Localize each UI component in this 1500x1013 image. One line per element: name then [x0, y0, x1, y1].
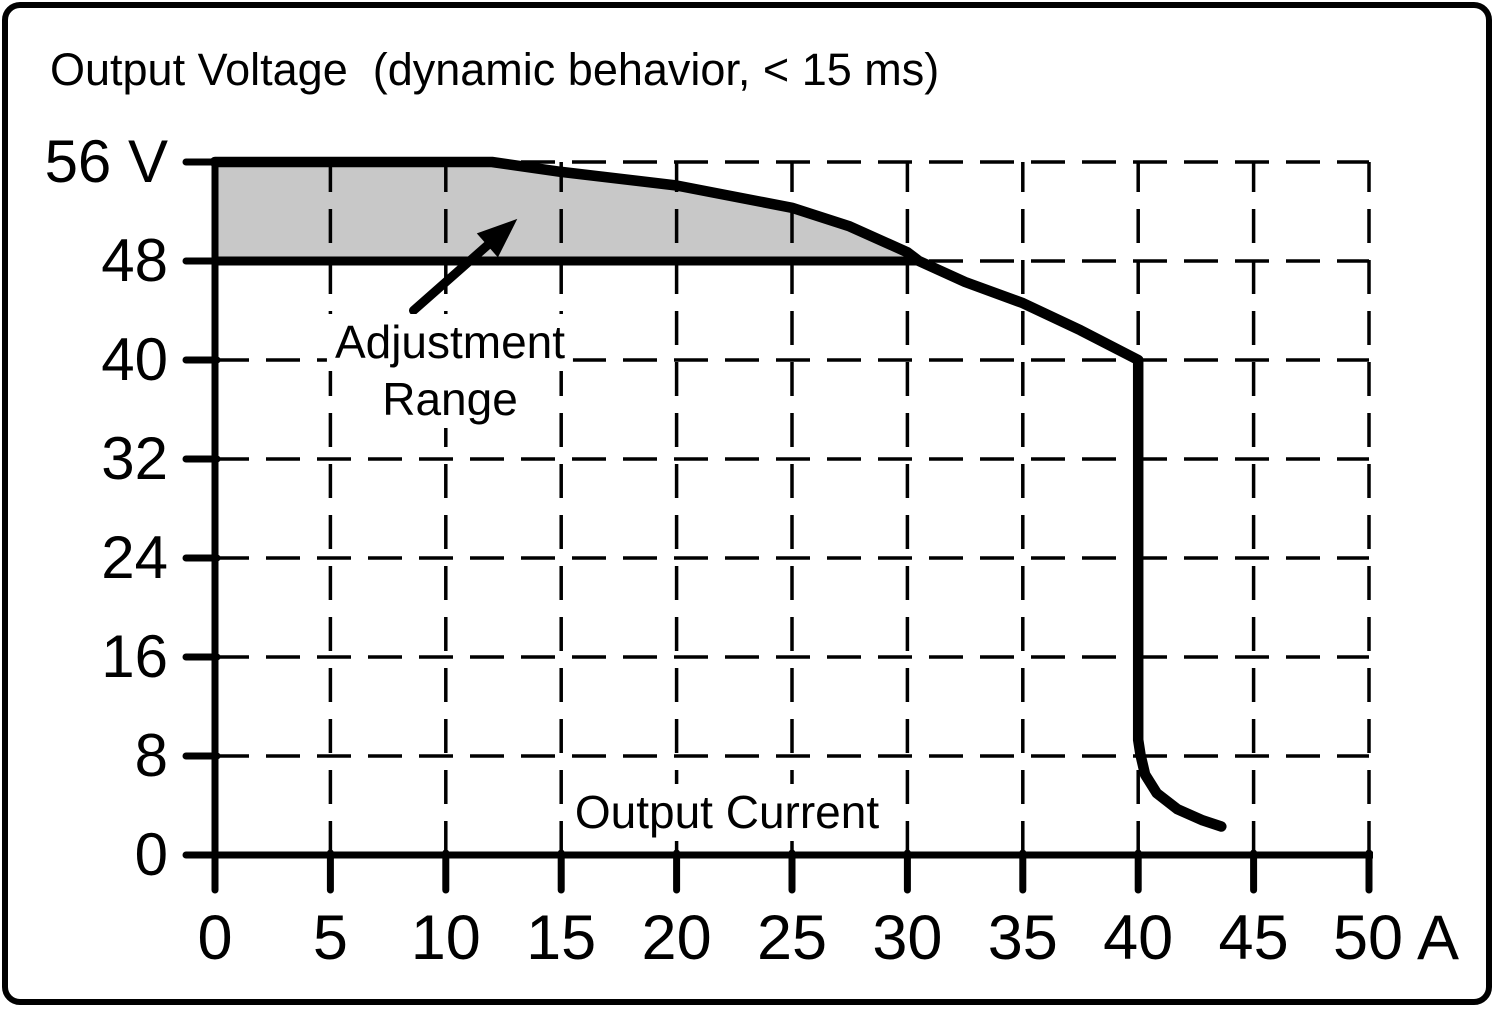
adjustment-range-annotation-line1: Adjustment [326, 314, 574, 371]
x-tick-label-30: 30 [872, 903, 943, 973]
y-tick-label-48: 48 [101, 227, 168, 294]
adjustment-range-annotation: Adjustment Range [326, 314, 574, 428]
adjustment-range-annotation-line2: Range [374, 371, 526, 428]
y-tick-label-40: 40 [101, 326, 168, 393]
y-tick-label-0: 0 [134, 821, 168, 888]
x-tick-label-20: 20 [641, 903, 712, 973]
x-tick-label-50: 50 A [1332, 903, 1460, 973]
adjustment-arrow-shaft [408, 228, 506, 315]
adjustment-range-shade [215, 162, 919, 261]
x-tick-label-35: 35 [987, 903, 1058, 973]
x-tick-label-25: 25 [756, 903, 828, 973]
y-tick-label-8: 8 [134, 722, 168, 789]
adjustment-arrow-head [476, 218, 518, 258]
y-tick-label-56: 56 V [44, 128, 168, 195]
x-tick-label-45: 45 [1218, 903, 1289, 973]
output-voltage-limit-curve [209, 156, 1227, 832]
x-axis-label: Output Current [566, 784, 888, 841]
x-tick-label-10: 10 [410, 903, 481, 973]
y-tick-label-16: 16 [101, 623, 168, 690]
chart-title: Output Voltage (dynamic behavior, < 15 m… [50, 44, 940, 95]
x-tick-label-15: 15 [526, 903, 597, 973]
x-tick-label-0: 0 [197, 903, 233, 973]
y-tick-label-24: 24 [101, 524, 168, 591]
x-tick-label-40: 40 [1103, 903, 1174, 973]
x-tick-label-5: 5 [312, 903, 348, 973]
x-axis-label-text: Output Current [566, 784, 888, 841]
y-tick-label-32: 32 [101, 425, 168, 492]
